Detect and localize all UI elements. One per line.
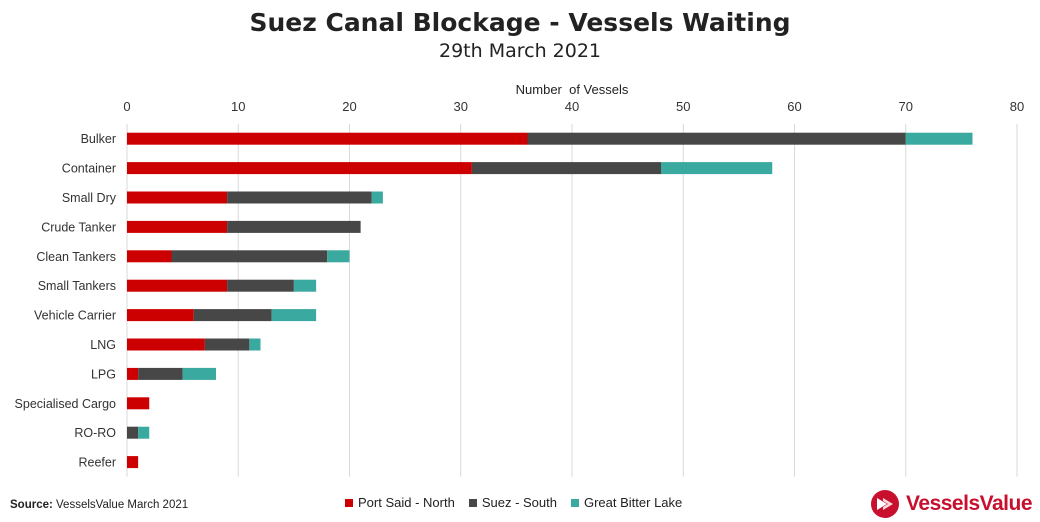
x-tick-label-10: 10 bbox=[231, 99, 245, 114]
chart-subtitle: 29th March 2021 bbox=[438, 40, 602, 62]
bar-2-5 bbox=[293, 279, 317, 292]
bar-2-2 bbox=[371, 191, 383, 204]
x-axis-label: Number of Vessels bbox=[515, 82, 629, 97]
x-tick-label-40: 40 bbox=[565, 99, 579, 114]
bar-0-0 bbox=[127, 132, 528, 145]
bar-1-4 bbox=[171, 250, 328, 263]
bar-0-3 bbox=[127, 220, 228, 233]
source-note: Source: VesselsValue March 2021 bbox=[10, 499, 188, 511]
y-tick-label-6: Vehicle Carrier bbox=[34, 309, 116, 323]
legend: Port Said - North Suez - South Great Bit… bbox=[345, 495, 682, 510]
bar-1-2 bbox=[227, 191, 372, 204]
bar-0-7 bbox=[127, 338, 205, 351]
bar-2-7 bbox=[249, 338, 261, 351]
y-tick-label-7: LNG bbox=[90, 338, 116, 352]
y-tick-label-3: Crude Tanker bbox=[41, 220, 116, 234]
bar-1-10 bbox=[127, 426, 139, 439]
x-tick-label-70: 70 bbox=[899, 99, 913, 114]
bar-1-6 bbox=[193, 309, 272, 322]
legend-swatch-port-said bbox=[345, 498, 353, 507]
bar-0-9 bbox=[127, 397, 150, 410]
bar-1-0 bbox=[527, 132, 906, 145]
y-tick-label-10: RO-RO bbox=[74, 426, 116, 440]
legend-label-port-said: Port Said - North bbox=[358, 495, 455, 510]
x-tick-label-60: 60 bbox=[787, 99, 801, 114]
legend-item-port-said: Port Said - North bbox=[345, 495, 455, 510]
source-label: Source: bbox=[10, 499, 53, 511]
legend-swatch-great-bitter-lake bbox=[570, 498, 579, 507]
legend-label-suez-south: Suez - South bbox=[481, 495, 557, 510]
bar-0-1 bbox=[127, 162, 472, 175]
x-tick-label-20: 20 bbox=[342, 99, 356, 114]
y-tick-label-2: Small Dry bbox=[62, 191, 117, 205]
bar-0-2 bbox=[127, 191, 228, 204]
bar-2-4 bbox=[327, 250, 350, 263]
x-tick-label-30: 30 bbox=[454, 99, 468, 114]
bar-2-0 bbox=[905, 132, 973, 145]
legend-item-suez-south: Suez - South bbox=[468, 495, 557, 510]
logo-mark-icon bbox=[871, 490, 900, 518]
legend-label-great-bitter-lake: Great Bitter Lake bbox=[583, 495, 683, 510]
bar-1-8 bbox=[138, 367, 183, 380]
vesselsvalue-logo: VesselsValue bbox=[870, 489, 1032, 519]
bar-1-7 bbox=[204, 338, 250, 351]
bar-2-10 bbox=[138, 426, 150, 439]
bar-0-8 bbox=[127, 367, 139, 380]
bar-1-1 bbox=[471, 162, 661, 175]
bar-0-5 bbox=[127, 279, 228, 292]
x-tick-label-50: 50 bbox=[676, 99, 690, 114]
logo-text: VesselsValue bbox=[906, 492, 1032, 515]
bar-1-5 bbox=[227, 279, 294, 292]
source-text: VesselsValue March 2021 bbox=[52, 499, 189, 511]
bar-2-8 bbox=[182, 367, 216, 380]
chart-title: Suez Canal Blockage - Vessels Waiting bbox=[249, 8, 791, 37]
x-tick-label-80: 80 bbox=[1010, 99, 1024, 114]
y-tick-label-0: Bulker bbox=[81, 132, 116, 146]
y-tick-label-8: LPG bbox=[91, 367, 116, 381]
bar-0-6 bbox=[127, 309, 194, 322]
y-tick-label-11: Reefer bbox=[78, 456, 116, 470]
y-tick-label-4: Clean Tankers bbox=[36, 250, 116, 264]
y-tick-label-1: Container bbox=[62, 162, 116, 176]
y-tick-label-9: Specialised Cargo bbox=[15, 397, 116, 411]
bar-0-11 bbox=[127, 456, 139, 469]
bar-0-4 bbox=[127, 250, 172, 263]
bar-2-1 bbox=[661, 162, 773, 175]
bar-2-6 bbox=[271, 309, 317, 322]
bar-1-3 bbox=[227, 220, 361, 233]
legend-swatch-suez-south bbox=[468, 498, 477, 507]
bar-chart: 0 10 20 30 40 50 60 70 80 Bulker Container Small Dr… bbox=[15, 99, 1024, 477]
x-tick-label-0: 0 bbox=[123, 99, 130, 114]
legend-item-great-bitter-lake: Great Bitter Lake bbox=[570, 495, 683, 510]
y-tick-label-5: Small Tankers bbox=[38, 279, 116, 293]
